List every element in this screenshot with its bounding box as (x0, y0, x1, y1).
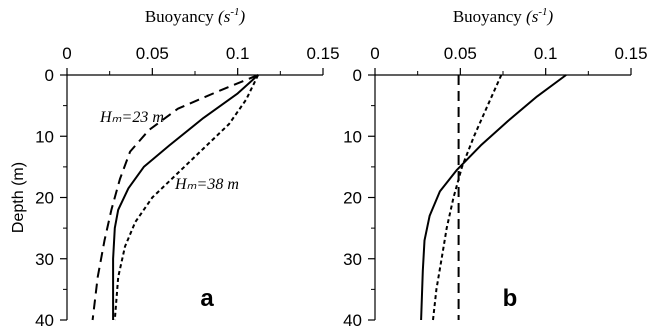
x-axis-title-text: Buoyancy (145, 7, 218, 26)
x-axis-unit: (s (526, 7, 539, 26)
x-axis-unit-exponent: -1 (230, 6, 239, 18)
y-tick-label: 10 (35, 127, 54, 146)
x-axis-title: Buoyancy (s-1) (453, 6, 554, 26)
series-solid-line (112, 74, 259, 320)
x-tick-label: 0 (370, 44, 379, 63)
panel-letter: b (503, 285, 518, 312)
panel-b: 0 0.05 0.1 0.15 0 10 20 30 40 Buoyancy (s-1) b (343, 6, 647, 330)
y-tick-label: 20 (35, 189, 54, 208)
y-tick-label: 40 (35, 311, 54, 330)
series-dotted-line (432, 74, 503, 321)
y-tick-label: 20 (343, 189, 362, 208)
annotation-label: Hₘ=23 m (99, 109, 164, 126)
x-tick-label: 0.1 (534, 44, 558, 63)
x-axis-title-text: Buoyancy (453, 7, 526, 26)
y-axis-title: Depth (m) (10, 162, 27, 233)
y-tick-label: 0 (45, 66, 54, 85)
y-tick-label: 30 (35, 250, 54, 269)
y-tick-label: 30 (343, 250, 362, 269)
x-axis-unit-close: ) (238, 7, 245, 26)
y-tick-label: 40 (343, 311, 362, 330)
panel-letter: a (200, 285, 214, 312)
annotation-label: Hₘ=38 m (174, 176, 239, 193)
x-tick-label: 0.15 (614, 44, 647, 63)
series-solid-line (420, 74, 567, 321)
x-tick-label: 0.1 (226, 44, 250, 63)
panel-a: 0 0.05 0.1 0.15 0 10 20 30 40 Buoyancy (s-1) Depth… (10, 6, 340, 330)
series-dotted-line (113, 74, 259, 321)
x-axis-unit: (s (218, 7, 231, 26)
x-tick-label: 0.15 (306, 44, 339, 63)
x-axis-unit-exponent: -1 (538, 6, 547, 18)
series-dashed-line (91, 74, 259, 321)
x-axis-title: Buoyancy (s-1) (145, 6, 246, 26)
y-tick-label: 10 (343, 127, 362, 146)
x-tick-label: 0 (62, 44, 71, 63)
y-tick-label: 0 (353, 66, 362, 85)
x-axis-unit-close: ) (546, 7, 553, 26)
x-tick-label: 0.05 (444, 44, 477, 63)
x-tick-label: 0.05 (136, 44, 169, 63)
